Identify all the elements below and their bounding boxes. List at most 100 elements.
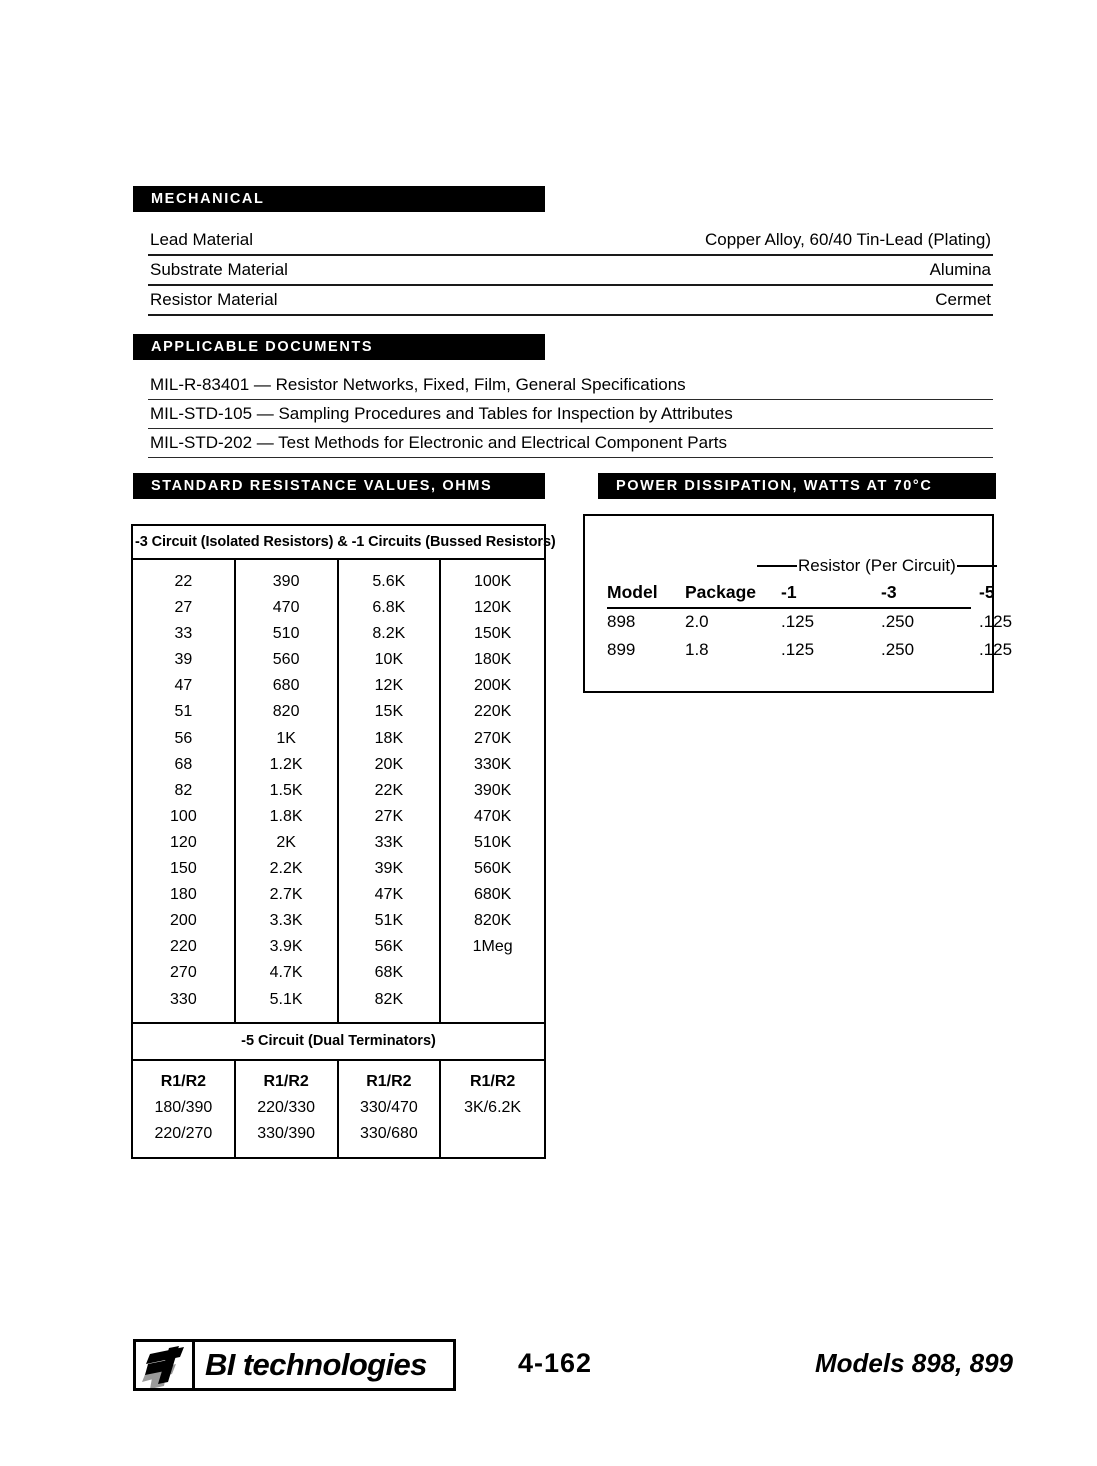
resistance-cell: 1Meg bbox=[472, 938, 513, 956]
resistance-cell: 68 bbox=[174, 755, 193, 773]
resistance-cell: 12K bbox=[374, 677, 404, 695]
dual-column-header: R1/R2 bbox=[160, 1072, 207, 1090]
resistance-cell: 8.2K bbox=[372, 625, 406, 643]
group-label-text: Resistor (Per Circuit) bbox=[798, 556, 956, 575]
resistance-cell: 270K bbox=[473, 729, 512, 747]
power-header-underline bbox=[607, 607, 971, 609]
cell-dash5: .125 bbox=[979, 612, 1013, 631]
dual-cell: 220/270 bbox=[154, 1124, 213, 1142]
resistance-cell: 56K bbox=[374, 938, 404, 956]
dual-column: R1/R2 330/470 330/680 bbox=[339, 1060, 442, 1157]
section-header-mechanical: MECHANICAL bbox=[133, 186, 545, 212]
resistance-cell: 820 bbox=[272, 703, 300, 721]
dual-cell: 330/680 bbox=[359, 1124, 418, 1142]
resistance-cell: 3.3K bbox=[269, 912, 303, 930]
applicable-documents-list: MIL-R-83401 — Resistor Networks, Fixed, … bbox=[148, 371, 993, 458]
resistance-cell: 180K bbox=[473, 651, 512, 669]
resistance-cell: 2.2K bbox=[269, 860, 303, 878]
resistance-column: 100K 120K 150K 180K 200K 220K 270K 330K … bbox=[441, 560, 544, 1022]
resistance-cell: 82 bbox=[174, 781, 193, 799]
cell-dash3: .250 bbox=[881, 640, 915, 659]
resistance-cell: 2K bbox=[276, 833, 296, 851]
dual-column: R1/R2 180/390 220/270 bbox=[133, 1060, 236, 1157]
document-row: MIL-R-83401 — Resistor Networks, Fixed, … bbox=[148, 371, 993, 400]
resistance-cell: 470 bbox=[272, 599, 300, 617]
standard-resistance-table: -3 Circuit (Isolated Resistors) & -1 Cir… bbox=[131, 524, 556, 1159]
resistance-cell: 150K bbox=[473, 625, 512, 643]
resistance-cell: 220K bbox=[473, 703, 512, 721]
group-rule-right bbox=[956, 565, 997, 567]
resistance-cell: 20K bbox=[374, 755, 404, 773]
resistance-cell: 33K bbox=[374, 833, 404, 851]
dual-cell: 180/390 bbox=[154, 1098, 213, 1116]
resistance-cell: 39 bbox=[174, 651, 193, 669]
resistance-cell: 200K bbox=[473, 677, 512, 695]
resistance-cell: 330 bbox=[170, 990, 197, 1008]
resistance-cell: 6.8K bbox=[372, 599, 406, 617]
spec-value: Alumina bbox=[929, 260, 991, 279]
dual-cell: 3K/6.2K bbox=[464, 1098, 522, 1116]
dual-cell: 330/390 bbox=[257, 1124, 316, 1142]
resistance-cell: 68K bbox=[374, 964, 404, 982]
resistance-cell: 510K bbox=[473, 833, 512, 851]
document-row: MIL-STD-202 — Test Methods for Electroni… bbox=[148, 429, 993, 458]
cell-dash1: .125 bbox=[781, 640, 815, 659]
resistance-cell: 390K bbox=[473, 781, 512, 799]
resistance-cell: 3.9K bbox=[269, 938, 303, 956]
resistance-cell: 100 bbox=[170, 807, 197, 825]
models-label: Models 898, 899 bbox=[815, 1348, 1013, 1378]
resistance-column: 5.6K 6.8K 8.2K 10K 12K 15K 18K 20K 22K 2… bbox=[339, 560, 442, 1022]
resistance-table-header: -3 Circuit (Isolated Resistors) & -1 Cir… bbox=[133, 526, 556, 560]
spec-label: Substrate Material bbox=[150, 260, 288, 279]
resistance-cell: 51 bbox=[174, 703, 193, 721]
resistance-cell bbox=[441, 987, 544, 1013]
resistance-cell: 120K bbox=[473, 599, 512, 617]
spec-row: Resistor Material Cermet bbox=[148, 286, 993, 316]
resistance-cell: 180 bbox=[170, 886, 197, 904]
dual-cell: 220/330 bbox=[257, 1098, 316, 1116]
resistance-cell: 1K bbox=[276, 729, 296, 747]
resistance-cell bbox=[441, 960, 544, 986]
power-table-row: 898 2.0 .125 .250 .125 bbox=[607, 610, 1049, 634]
spec-value: Copper Alloy, 60/40 Tin-Lead (Plating) bbox=[704, 230, 991, 249]
resistance-cell: 5.1K bbox=[269, 990, 303, 1008]
resistance-cell: 2.7K bbox=[269, 886, 303, 904]
resistance-cell: 1.5K bbox=[269, 781, 303, 799]
section-header-applicable-documents: APPLICABLE DOCUMENTS bbox=[133, 334, 545, 360]
resistance-value-grid: 22 27 33 39 47 51 56 68 82 100 120 150 1… bbox=[133, 560, 544, 1022]
section-header-standard-resistance: STANDARD RESISTANCE VALUES, OHMS bbox=[133, 473, 545, 499]
resistance-cell: 22K bbox=[374, 781, 404, 799]
cell-package: 1.8 bbox=[685, 640, 709, 659]
resistance-cell: 27K bbox=[374, 807, 404, 825]
resistance-cell: 680K bbox=[473, 886, 512, 904]
resistance-cell: 560 bbox=[272, 651, 300, 669]
header-dash1: -1 bbox=[781, 582, 797, 602]
resistance-cell: 47K bbox=[374, 886, 404, 904]
cell-model: 899 bbox=[607, 640, 636, 659]
resistance-cell: 1.2K bbox=[269, 755, 303, 773]
resistance-cell: 470K bbox=[473, 807, 512, 825]
mechanical-spec-list: Lead Material Copper Alloy, 60/40 Tin-Le… bbox=[148, 226, 993, 316]
resistance-cell: 47 bbox=[174, 677, 193, 695]
dual-column-header: R1/R2 bbox=[366, 1072, 412, 1090]
dual-terminators-grid: R1/R2 180/390 220/270 R1/R2 220/330 330/… bbox=[133, 1060, 544, 1157]
resistance-cell: 56 bbox=[174, 729, 193, 747]
resistance-cell: 33 bbox=[174, 625, 193, 643]
resistance-cell: 150 bbox=[170, 860, 197, 878]
document-label: MIL-R-83401 — Resistor Networks, Fixed, … bbox=[150, 375, 686, 394]
spec-label: Lead Material bbox=[150, 230, 254, 249]
resistance-cell: 560K bbox=[473, 860, 512, 878]
resistance-cell: 200 bbox=[170, 912, 197, 930]
resistance-cell: 270 bbox=[170, 964, 197, 982]
header-package: Package bbox=[685, 582, 757, 602]
resistance-cell: 510 bbox=[272, 625, 300, 643]
section-header-power-dissipation: POWER DISSIPATION, WATTS AT 70°C bbox=[598, 473, 996, 499]
cell-package: 2.0 bbox=[685, 612, 709, 631]
document-label: MIL-STD-105 — Sampling Procedures and Ta… bbox=[150, 404, 733, 423]
resistance-cell: 27 bbox=[174, 599, 193, 617]
resistance-cell: 680 bbox=[272, 677, 300, 695]
power-dissipation-table: Resistor (Per Circuit) Model Package -1 … bbox=[583, 514, 1012, 693]
logo-wordmark: BI technologies bbox=[205, 1347, 427, 1382]
spec-value: Cermet bbox=[935, 290, 991, 309]
